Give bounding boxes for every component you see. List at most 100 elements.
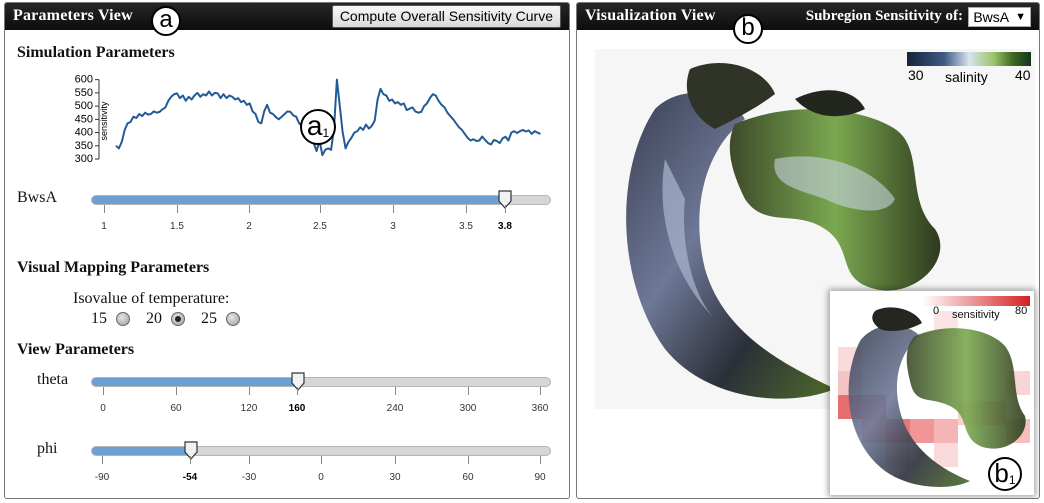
theta-slider-track[interactable] [91,372,551,391]
theta-slider-fill [92,378,298,386]
dropdown-arrow-icon: ▼ [1015,11,1026,23]
phi-ticks-mark [249,456,250,464]
y-tick-label-400: 400 [75,127,93,139]
theta-slider-handle[interactable] [291,372,305,391]
chart-series [115,78,541,157]
bwsa-ticks-label: 2.5 [313,221,327,232]
theta-ticks-label: 160 [288,403,306,414]
panel-a-badge: a [151,6,181,36]
panel-b-badge: b [733,14,763,44]
phi-ticks-mark [468,456,469,464]
bwsa-slider-fill [92,196,505,204]
y-tick-label-300: 300 [75,153,93,165]
phi-ticks-mark [395,456,396,464]
render-band [662,159,715,319]
bwsa-ticks-mark [104,205,105,213]
bwsa-ticks-label: 3.8 [498,221,512,232]
bwsa-ticks-mark [466,205,467,213]
radio-25-icon[interactable] [226,312,240,326]
visualization-view-panel: Visualization View Subregion Sensitivity… [576,2,1040,499]
theta-ticks-label: 0 [100,403,106,414]
y-tick-label-600: 600 [75,74,93,86]
bwsa-ticks-label: 1 [101,221,107,232]
phi-slider-label: phi [37,440,58,457]
visual-mapping-heading: Visual Mapping Parameters [17,259,210,276]
theta-ticks-mark [103,387,104,395]
isovalue-option-20[interactable]: 20 [146,310,185,328]
theta-ticks-label: 300 [459,403,477,414]
bwsa-ticks-label: 3.5 [459,221,473,232]
phi-ticks-label: -30 [241,472,257,483]
theta-ticks-label: 60 [170,403,182,414]
phi-ticks-mark [540,456,541,464]
bwsa-ticks-label: 1.5 [170,221,184,232]
radio-15-icon[interactable] [116,312,130,326]
salinity-min-label: 30 [908,67,924,83]
render-shape-cap [795,90,865,117]
render-shape-left [626,92,835,399]
sensitivity-colorbar [922,296,1030,306]
sensitivity-colorbar-label: sensitivity [952,309,1000,321]
radio-20-icon[interactable] [171,312,185,326]
parameters-view-panel: Parameters View Compute Overall Sensitiv… [4,2,570,499]
theta-ticks-mark [540,387,541,395]
phi-ticks-mark [190,456,191,464]
phi-ticks-label: 90 [534,472,546,483]
isovalue-radio-group: 15 20 25 [91,310,256,328]
theta-ticks-label: 360 [531,403,549,414]
phi-slider-track[interactable] [91,441,551,460]
salinity-colorbar-label: salinity [945,69,988,85]
phi-ticks-mark [102,456,103,464]
render-shape-top [686,63,775,130]
bwsa-ticks-mark [320,205,321,213]
chart-ylabel: sensitivity [99,101,109,141]
y-tick-label-350: 350 [75,140,93,152]
salinity-max-label: 40 [1015,67,1031,83]
bwsa-ticks-mark [249,205,250,213]
sensitivity-max-label: 80 [1015,305,1028,317]
phi-slider-fill [92,447,191,455]
view-parameters-heading: View Parameters [17,341,135,358]
y-tick-label-500: 500 [75,100,93,112]
phi-ticks-label: 0 [318,472,324,483]
bwsa-ticks-mark [393,205,394,213]
y-tick-label-550: 550 [75,87,93,99]
bwsa-ticks-mark [177,205,178,213]
bwsa-slider-track[interactable] [91,190,551,209]
theta-ticks-mark [297,387,298,395]
phi-ticks-label: 30 [389,472,401,483]
theta-ticks-label: 240 [386,403,404,414]
sensitivity-series-line [115,78,541,157]
theta-ticks-mark [176,387,177,395]
sensitivity-inset[interactable]: 0 sensitivity 80 b1 [830,291,1034,495]
visualization-view-titlebar: Visualization View Subregion Sensitivity… [577,3,1039,30]
simulation-parameters-heading: Simulation Parameters [17,44,175,61]
phi-ticks-label: 60 [462,472,474,483]
bwsa-ticks-label: 2 [246,221,252,232]
theta-ticks-label: 120 [240,403,258,414]
phi-ticks-label: -90 [94,472,110,483]
phi-ticks-label: -54 [182,472,198,483]
visualization-view-title: Visualization View [585,7,716,24]
bwsa-ticks-label: 3 [390,221,396,232]
inset-b1-badge: b1 [988,457,1022,491]
sensitivity-min-label: 0 [933,305,940,317]
salinity-colorbar [907,52,1031,66]
phi-ticks-mark [321,456,322,464]
theta-ticks-mark [468,387,469,395]
phi-slider-handle[interactable] [184,441,198,460]
theta-ticks-mark [249,387,250,395]
parameters-view-title: Parameters View [13,7,133,24]
isovalue-option-25[interactable]: 25 [201,310,240,328]
bwsa-slider-handle[interactable] [498,190,512,209]
isovalue-option-15[interactable]: 15 [91,310,130,328]
render-highlight [774,156,895,211]
sensitivity-heatmap-render [838,307,1030,487]
subregion-parameter-select[interactable]: BwsA ▼ [968,7,1031,27]
compute-sensitivity-curve-button[interactable]: Compute Overall Sensitivity Curve [331,5,561,28]
chart-a1-badge: a1 [300,109,336,145]
theta-slider-label: theta [37,371,69,388]
parameters-view-titlebar: Parameters View Compute Overall Sensitiv… [5,3,569,30]
